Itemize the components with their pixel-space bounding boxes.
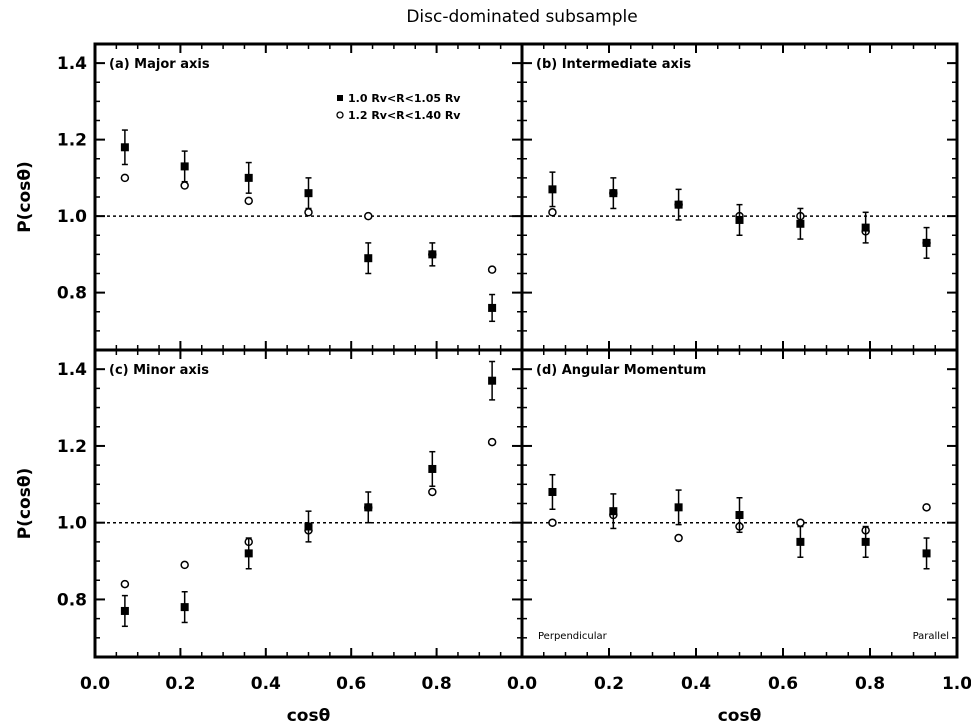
open-marker <box>428 487 437 497</box>
y-tick-label: 1.0 <box>57 514 87 534</box>
open-marker <box>120 579 130 589</box>
y-tick-label: 1.0 <box>57 207 87 227</box>
panel-label: (d) Angular Momentum <box>536 363 706 378</box>
filled-marker <box>735 215 744 224</box>
filled-marker <box>861 537 870 546</box>
panel-label: (c) Minor axis <box>109 363 209 378</box>
filled-marker <box>120 143 129 152</box>
filled-marker <box>364 503 373 512</box>
filled-marker <box>364 254 373 263</box>
open-marker <box>364 211 373 221</box>
open-marker <box>548 518 557 527</box>
legend-filled-marker <box>337 95 343 101</box>
filled-marker <box>609 189 618 198</box>
open-marker <box>674 533 683 543</box>
open-marker <box>244 196 253 206</box>
open-marker <box>304 208 313 217</box>
panel-label: (a) Major axis <box>109 57 210 72</box>
perpendicular-annotation: Perpendicular <box>538 631 608 642</box>
panel-label: (b) Intermediate axis <box>536 57 691 72</box>
filled-marker <box>428 464 437 473</box>
x-tick-label: 0.2 <box>594 674 624 694</box>
filled-marker <box>244 173 253 182</box>
open-marker <box>922 503 931 512</box>
filled-marker <box>922 549 931 558</box>
filled-marker <box>304 522 313 531</box>
filled-marker <box>180 603 189 612</box>
x-tick-label: 0.6 <box>336 674 366 694</box>
filled-marker <box>861 223 870 232</box>
legend-filled-label: 1.0 Rv<R<1.05 Rv <box>348 92 461 105</box>
filled-marker <box>548 185 557 194</box>
filled-marker <box>674 200 683 209</box>
open-marker <box>120 173 130 183</box>
parallel-annotation: Parallel <box>913 631 949 642</box>
y-tick-label: 1.4 <box>57 54 87 74</box>
legend: 1.0 Rv<R<1.05 Rv 1.2 Rv<R<1.40 Rv <box>336 92 461 122</box>
y-tick-label: 1.4 <box>57 360 87 380</box>
open-marker <box>548 208 557 217</box>
x-axis-label: cosθ <box>287 706 331 724</box>
x-tick-label: 0.6 <box>768 674 798 694</box>
filled-marker <box>735 511 744 520</box>
x-tick-label: 0.8 <box>855 674 885 694</box>
chart-title: Disc-dominated subsample <box>406 7 637 27</box>
filled-marker <box>548 487 557 496</box>
x-tick-label: 0.2 <box>165 674 195 694</box>
x-tick-label: 0.0 <box>80 674 110 694</box>
open-marker <box>487 437 497 447</box>
filled-marker <box>304 189 313 198</box>
legend-open-marker <box>336 111 344 119</box>
filled-marker <box>428 250 437 259</box>
y-tick-label: 0.8 <box>57 284 87 304</box>
legend-open-label: 1.2 Rv<R<1.40 Rv <box>348 109 461 122</box>
filled-marker <box>488 376 497 385</box>
filled-marker <box>796 219 805 228</box>
x-tick-label: 0.4 <box>251 674 281 694</box>
x-tick-label: 1.0 <box>942 674 971 694</box>
y-tick-label: 0.8 <box>57 590 87 610</box>
open-marker <box>487 265 497 274</box>
x-axis-label: cosθ <box>718 706 762 724</box>
filled-marker <box>488 303 497 312</box>
y-axis-label: P(cosθ) <box>15 468 35 540</box>
x-tick-label: 0.8 <box>422 674 452 694</box>
filled-marker <box>609 507 618 516</box>
open-marker <box>180 560 189 570</box>
x-tick-label: 0.0 <box>507 674 537 694</box>
filled-marker <box>674 503 683 512</box>
y-tick-label: 1.2 <box>57 131 87 151</box>
filled-marker <box>922 238 931 247</box>
filled-marker <box>244 549 253 558</box>
open-marker <box>796 518 805 527</box>
open-marker <box>180 181 189 190</box>
filled-marker <box>120 606 129 615</box>
x-tick-label: 0.4 <box>681 674 711 694</box>
plot-area: (a) Major axis (b) Intermediate axis (c) M… <box>15 42 971 724</box>
filled-marker <box>180 162 189 171</box>
y-axis-label: P(cosθ) <box>15 161 35 233</box>
y-tick-label: 1.2 <box>57 437 87 457</box>
filled-marker <box>796 537 805 546</box>
